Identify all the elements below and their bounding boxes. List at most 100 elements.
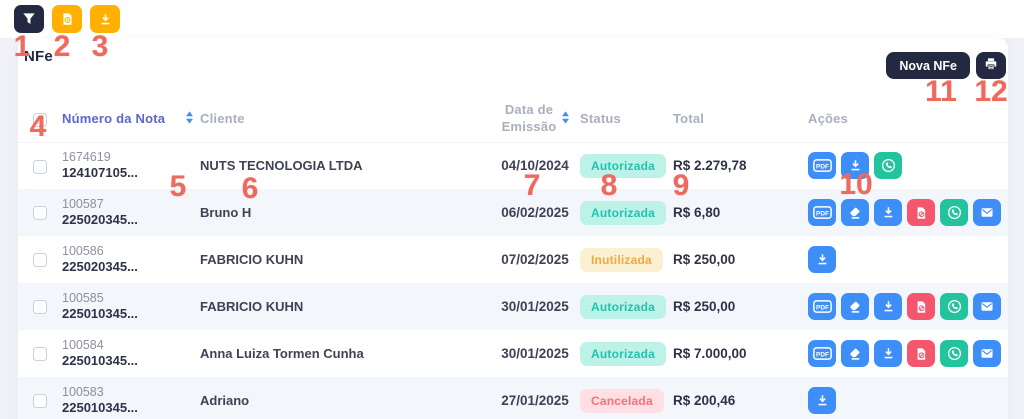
- row-actions: PDF: [808, 199, 1008, 226]
- status-badge: Autorizada: [580, 294, 667, 319]
- invoice-key[interactable]: 225010345...: [62, 306, 138, 322]
- client-name: Bruno H: [200, 205, 252, 220]
- row-checkbox[interactable]: [33, 300, 47, 315]
- svg-text:PDF: PDF: [816, 211, 829, 218]
- column-header-total[interactable]: Total: [673, 96, 808, 143]
- email-action-button[interactable]: [973, 293, 1001, 320]
- top-toolbar: [0, 0, 1024, 38]
- status-badge: Autorizada: [580, 341, 667, 366]
- download-action-button[interactable]: [808, 246, 836, 273]
- download-icon: [882, 206, 895, 219]
- invoice-number-cell: 100583 225010345...: [62, 377, 200, 419]
- invoice-key[interactable]: 225020345...: [62, 212, 138, 228]
- total-value: R$ 250,00: [673, 299, 736, 314]
- emission-date: 06/02/2025: [501, 205, 569, 220]
- correction-action-button[interactable]: [841, 199, 869, 226]
- filter-button[interactable]: [14, 5, 44, 33]
- sort-icon[interactable]: [561, 111, 570, 127]
- column-header-numero[interactable]: Número da Nota: [62, 111, 166, 127]
- whatsapp-action-button[interactable]: [874, 152, 902, 180]
- invoice-key[interactable]: 225010345...: [62, 353, 138, 369]
- row-checkbox[interactable]: [33, 206, 47, 221]
- correction-action-button[interactable]: [841, 293, 869, 320]
- invoice-number: 1674619: [62, 150, 111, 165]
- status-badge: Autorizada: [580, 153, 667, 178]
- invoice-key[interactable]: 124107105...: [62, 165, 138, 181]
- row-checkbox[interactable]: [33, 159, 47, 174]
- file-sync-icon: [61, 12, 74, 26]
- new-nfe-button[interactable]: Nova NFe: [886, 52, 970, 79]
- whatsapp-icon: [881, 158, 896, 173]
- emission-date: 30/01/2025: [501, 346, 569, 361]
- invoice-number-cell: 100584 225010345...: [62, 330, 200, 377]
- printer-icon: [984, 57, 998, 74]
- emission-date: 30/01/2025: [501, 299, 569, 314]
- pdf-action-button[interactable]: PDF: [808, 152, 836, 180]
- correction-action-button[interactable]: [841, 340, 869, 367]
- client-name: Adriano: [200, 393, 250, 408]
- row-actions: [808, 387, 1008, 414]
- invoice-number-cell: 100586 225020345...: [62, 236, 200, 283]
- print-button[interactable]: [976, 52, 1006, 79]
- column-header-status[interactable]: Status: [580, 96, 673, 143]
- download-action-button[interactable]: [874, 199, 902, 226]
- column-header-cliente[interactable]: Cliente: [200, 96, 490, 143]
- whatsapp-icon: [947, 205, 962, 220]
- row-checkbox[interactable]: [33, 253, 47, 268]
- svg-text:PDF: PDF: [816, 164, 829, 171]
- whatsapp-icon: [947, 346, 962, 361]
- download-action-button[interactable]: [874, 293, 902, 320]
- download-action-button[interactable]: [874, 340, 902, 367]
- pdf-action-button[interactable]: PDF: [808, 340, 836, 367]
- invoice-key[interactable]: 225010345...: [62, 400, 138, 416]
- row-checkbox[interactable]: [33, 394, 47, 409]
- table-row: 1674619 124107105... NUTS TECNOLOGIA LTD…: [18, 142, 1008, 189]
- nfe-panel: NFe Nova NFe Número da Nota Cliente: [18, 38, 1008, 419]
- column-header-data[interactable]: Data de Emissão: [501, 101, 557, 134]
- download-action-button[interactable]: [808, 387, 836, 414]
- svg-text:PDF: PDF: [816, 352, 829, 359]
- client-name: NUTS TECNOLOGIA LTDA: [200, 158, 363, 174]
- invoice-number: 100583: [62, 384, 104, 399]
- download-all-button[interactable]: [90, 5, 120, 33]
- cancel-icon: [915, 347, 928, 361]
- row-checkbox[interactable]: [33, 347, 47, 362]
- pdf-icon: PDF: [812, 206, 832, 219]
- invoice-number-cell: 100585 225010345...: [62, 283, 200, 330]
- invoice-number: 100587: [62, 196, 104, 211]
- whatsapp-action-button[interactable]: [940, 340, 968, 367]
- panel-header: NFe Nova NFe: [18, 38, 1008, 96]
- sort-icon[interactable]: [185, 111, 194, 127]
- cancel-action-button[interactable]: [907, 199, 935, 226]
- invoice-number-cell: 100587 225020345...: [62, 189, 200, 236]
- pdf-action-button[interactable]: PDF: [808, 293, 836, 320]
- whatsapp-action-button[interactable]: [940, 199, 968, 226]
- cancel-action-button[interactable]: [907, 293, 935, 320]
- email-action-button[interactable]: [973, 340, 1001, 367]
- cancel-action-button[interactable]: [907, 340, 935, 367]
- invoice-key[interactable]: 225020345...: [62, 259, 138, 275]
- table-row: 100585 225010345... FABRICIO KUHN 30/01/…: [18, 283, 1008, 330]
- invoice-number: 100584: [62, 337, 104, 352]
- email-action-button[interactable]: [973, 199, 1001, 226]
- pdf-icon: PDF: [812, 347, 832, 360]
- total-value: R$ 200,46: [673, 393, 736, 408]
- row-actions: [808, 246, 1008, 273]
- download-icon: [882, 347, 895, 360]
- whatsapp-action-button[interactable]: [940, 293, 968, 320]
- invoice-number: 100585: [62, 290, 104, 305]
- select-all-checkbox[interactable]: [33, 112, 47, 127]
- emission-date: 07/02/2025: [501, 252, 569, 267]
- pdf-action-button[interactable]: PDF: [808, 199, 836, 226]
- correction-icon: [848, 300, 862, 314]
- invoice-number: 100586: [62, 243, 104, 258]
- row-actions: PDF: [808, 293, 1008, 320]
- pdf-icon: PDF: [812, 159, 832, 173]
- total-value: R$ 6,80: [673, 205, 721, 220]
- email-icon: [980, 347, 994, 360]
- export-report-button[interactable]: [52, 5, 82, 33]
- download-action-button[interactable]: [841, 152, 869, 180]
- download-icon: [882, 300, 895, 313]
- row-actions: PDF: [808, 152, 1008, 180]
- svg-text:PDF: PDF: [816, 305, 829, 312]
